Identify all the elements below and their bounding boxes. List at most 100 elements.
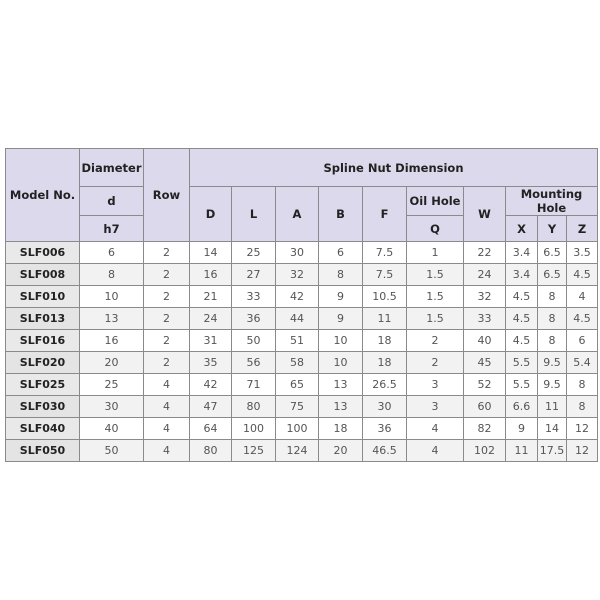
header-spline: Spline Nut Dimension (189, 148, 598, 187)
value-cell: 71 (231, 373, 276, 396)
value-cell: 36 (362, 417, 407, 440)
value-cell: 6.5 (537, 263, 567, 286)
header-oil-hole: Oil Hole (406, 186, 464, 216)
value-cell: 11 (505, 439, 538, 462)
value-cell: 30 (362, 395, 407, 418)
value-cell: 3 (406, 373, 464, 396)
value-cell: 100 (231, 417, 276, 440)
value-cell: 2 (143, 329, 190, 352)
value-cell: 2 (143, 285, 190, 308)
value-cell: 13 (318, 395, 363, 418)
value-cell: 32 (275, 263, 319, 286)
value-cell: 50 (79, 439, 144, 462)
table-row: SLF030 30 4 47 80 75 13 30 3 60 6.6 11 8 (5, 395, 598, 418)
value-cell: 5.4 (566, 351, 598, 374)
value-cell: 42 (189, 373, 232, 396)
value-cell: 4.5 (505, 307, 538, 330)
value-cell: 100 (275, 417, 319, 440)
value-cell: 8 (537, 285, 567, 308)
value-cell: 60 (463, 395, 506, 418)
model-cell: SLF030 (5, 395, 80, 418)
header-A: A (275, 186, 319, 242)
header-D: D (189, 186, 232, 242)
value-cell: 27 (231, 263, 276, 286)
value-cell: 9 (505, 417, 538, 440)
value-cell: 26.5 (362, 373, 407, 396)
value-cell: 44 (275, 307, 319, 330)
table-row: SLF013 13 2 24 36 44 9 11 1.5 33 4.5 8 4.5 (5, 307, 598, 330)
model-cell: SLF013 (5, 307, 80, 330)
value-cell: 18 (318, 417, 363, 440)
value-cell: 4 (143, 417, 190, 440)
value-cell: 8 (318, 263, 363, 286)
value-cell: 125 (231, 439, 276, 462)
value-cell: 30 (79, 395, 144, 418)
value-cell: 8 (566, 395, 598, 418)
model-cell: SLF025 (5, 373, 80, 396)
value-cell: 4.5 (505, 285, 538, 308)
value-cell: 2 (143, 241, 190, 264)
value-cell: 18 (362, 351, 407, 374)
model-cell: SLF040 (5, 417, 80, 440)
value-cell: 20 (318, 439, 363, 462)
value-cell: 6 (318, 241, 363, 264)
value-cell: 3.5 (566, 241, 598, 264)
header-diameter: Diameter (79, 148, 144, 187)
value-cell: 4 (143, 373, 190, 396)
header-F: F (362, 186, 407, 242)
value-cell: 16 (79, 329, 144, 352)
value-cell: 13 (79, 307, 144, 330)
value-cell: 7.5 (362, 263, 407, 286)
value-cell: 4.5 (505, 329, 538, 352)
value-cell: 33 (231, 285, 276, 308)
value-cell: 14 (189, 241, 232, 264)
header-row: Row (143, 148, 190, 242)
value-cell: 21 (189, 285, 232, 308)
value-cell: 40 (79, 417, 144, 440)
value-cell: 4.5 (566, 263, 598, 286)
header-B: B (318, 186, 363, 242)
value-cell: 10 (318, 329, 363, 352)
value-cell: 5.5 (505, 373, 538, 396)
value-cell: 9.5 (537, 351, 567, 374)
value-cell: 58 (275, 351, 319, 374)
value-cell: 13 (318, 373, 363, 396)
table-row: SLF050 50 4 80 125 124 20 46.5 4 102 11 17.5 12 (5, 439, 598, 462)
value-cell: 32 (463, 285, 506, 308)
value-cell: 33 (463, 307, 506, 330)
value-cell: 10.5 (362, 285, 407, 308)
value-cell: 4.5 (566, 307, 598, 330)
value-cell: 65 (275, 373, 319, 396)
value-cell: 30 (275, 241, 319, 264)
table-row: SLF010 10 2 21 33 42 9 10.5 1.5 32 4.5 8 4 (5, 285, 598, 308)
value-cell: 20 (79, 351, 144, 374)
value-cell: 25 (79, 373, 144, 396)
table-row: SLF040 40 4 64 100 100 18 36 4 82 9 14 12 (5, 417, 598, 440)
value-cell: 22 (463, 241, 506, 264)
value-cell: 2 (406, 351, 464, 374)
header-Y: Y (537, 215, 567, 242)
value-cell: 56 (231, 351, 276, 374)
value-cell: 4 (406, 439, 464, 462)
value-cell: 50 (231, 329, 276, 352)
value-cell: 24 (463, 263, 506, 286)
model-cell: SLF016 (5, 329, 80, 352)
model-cell: SLF050 (5, 439, 80, 462)
value-cell: 24 (189, 307, 232, 330)
header-W: W (463, 186, 506, 242)
value-cell: 46.5 (362, 439, 407, 462)
value-cell: 6.5 (537, 241, 567, 264)
value-cell: 40 (463, 329, 506, 352)
table-row: SLF008 8 2 16 27 32 8 7.5 1.5 24 3.4 6.5 4.5 (5, 263, 598, 286)
value-cell: 75 (275, 395, 319, 418)
value-cell: 42 (275, 285, 319, 308)
value-cell: 82 (463, 417, 506, 440)
value-cell: 45 (463, 351, 506, 374)
value-cell: 52 (463, 373, 506, 396)
value-cell: 6 (79, 241, 144, 264)
value-cell: 51 (275, 329, 319, 352)
value-cell: 3.4 (505, 263, 538, 286)
table-row: SLF025 25 4 42 71 65 13 26.5 3 52 5.5 9.5 8 (5, 373, 598, 396)
value-cell: 11 (362, 307, 407, 330)
value-cell: 124 (275, 439, 319, 462)
